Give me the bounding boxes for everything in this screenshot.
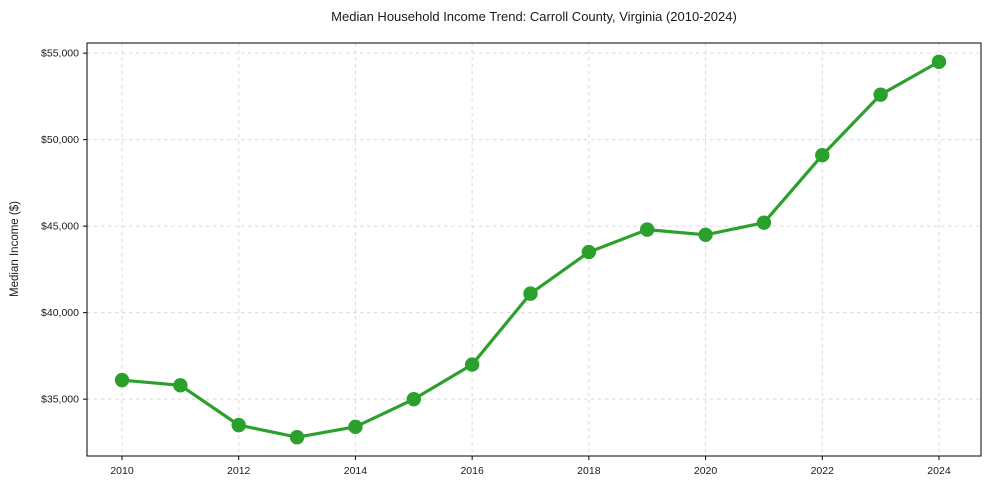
y-axis-title: Median Income ($)	[9, 201, 21, 297]
x-tick-label-2014: 2014	[344, 465, 368, 477]
y-tick-label-50000: $50,000	[41, 134, 79, 146]
data-point-2015	[406, 391, 421, 407]
trend-line	[120, 60, 941, 439]
data-point-2014	[348, 419, 363, 435]
data-point-2012	[231, 417, 246, 433]
data-point-2022	[815, 148, 830, 163]
data-point-2017	[523, 286, 538, 301]
y-tick-label-55000: $55,000	[41, 48, 79, 60]
data-point-2024	[931, 54, 947, 69]
y-tick-label-40000: $40,000	[41, 307, 79, 319]
data-point-2020	[698, 227, 713, 242]
x-tick-label-2010: 2010	[110, 465, 134, 477]
data-point-2023	[873, 87, 888, 102]
data-point-2010	[114, 372, 130, 388]
x-tick-label-2022: 2022	[811, 465, 835, 477]
data-point-2019	[640, 222, 655, 237]
y-tick-label-45000: $45,000	[41, 221, 79, 233]
x-tick-label-2024: 2024	[927, 465, 951, 477]
x-tick-label-2016: 2016	[460, 465, 484, 477]
chart-title: Median Household Income Trend: Carroll C…	[331, 9, 737, 24]
data-point-2021	[756, 215, 772, 230]
x-tick-label-2012: 2012	[227, 465, 251, 477]
data-point-2013	[289, 430, 305, 445]
x-tick-label-2020: 2020	[694, 465, 718, 477]
data-point-2016	[464, 357, 480, 372]
plot-frame	[86, 42, 982, 457]
y-tick-label-35000: $35,000	[41, 394, 79, 406]
x-tick-label-2018: 2018	[577, 465, 601, 477]
data-point-2011	[173, 378, 188, 393]
data-point-2018	[581, 244, 597, 260]
